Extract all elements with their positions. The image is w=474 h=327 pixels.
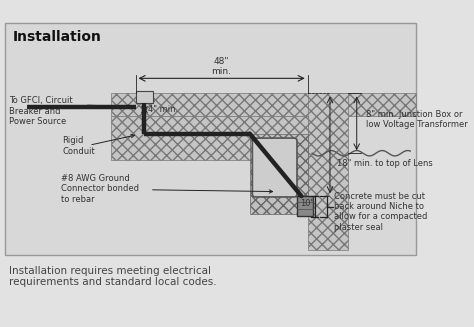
Bar — [5, 23, 416, 255]
Text: 8" min. Junction Box or
low Voltage Transformer: 8" min. Junction Box or low Voltage Tran… — [365, 110, 467, 129]
Bar — [308, 94, 348, 250]
Text: 10": 10" — [300, 199, 314, 208]
Bar — [111, 94, 416, 116]
Text: 4" min.: 4" min. — [148, 105, 178, 114]
FancyBboxPatch shape — [252, 138, 297, 197]
Bar — [297, 196, 313, 216]
Bar — [111, 116, 308, 160]
Text: #8 AWG Ground
Connector bonded
to rebar: #8 AWG Ground Connector bonded to rebar — [61, 174, 138, 203]
Text: Installation: Installation — [12, 30, 101, 44]
Text: 18" min. to top of Lens: 18" min. to top of Lens — [337, 159, 433, 168]
Bar — [136, 91, 154, 103]
Text: Installation requires meeting electrical
requirements and standard local codes.: Installation requires meeting electrical… — [9, 266, 217, 287]
Text: 48"
min.: 48" min. — [211, 57, 232, 77]
Text: Concrete must be cut
back around Niche to
allow for a compacted
plaster seal: Concrete must be cut back around Niche t… — [335, 192, 428, 232]
Bar — [250, 134, 308, 214]
Text: To GFCI, Circuit
Breaker and
Power Source: To GFCI, Circuit Breaker and Power Sourc… — [9, 96, 73, 126]
Text: Rigid
Conduit: Rigid Conduit — [63, 136, 95, 156]
